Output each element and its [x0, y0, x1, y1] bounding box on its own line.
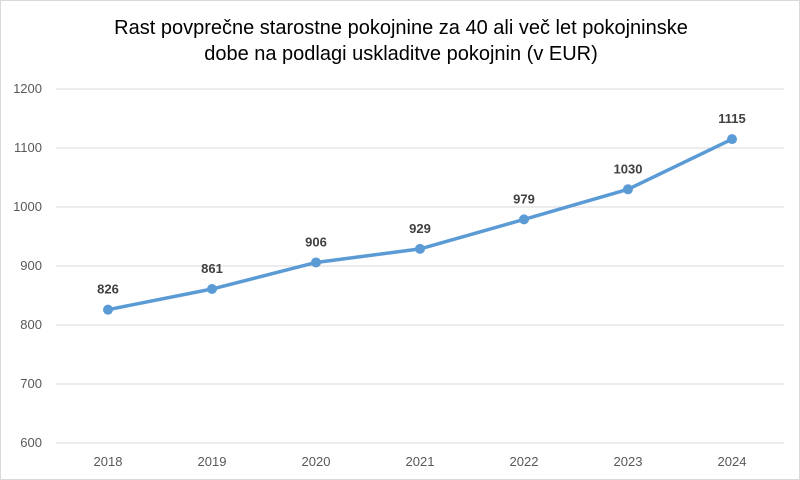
x-tick-label: 2023: [614, 454, 643, 469]
y-tick-label: 900: [20, 258, 42, 273]
y-tick-label: 600: [20, 435, 42, 450]
data-point: [623, 184, 633, 195]
y-tick-label: 700: [20, 376, 42, 391]
data-point: [415, 243, 425, 254]
data-point: [103, 304, 113, 315]
data-label: 826: [97, 282, 119, 297]
x-tick-label: 2021: [406, 454, 435, 469]
x-tick-label: 2022: [510, 454, 539, 469]
x-tick-label: 2019: [198, 454, 227, 469]
chart-title-line-2: dobe na podlagi uskladitve pokojnin (v E…: [204, 43, 598, 65]
chart-title-line-1: Rast povprečne starostne pokojnine za 40…: [114, 17, 688, 39]
data-point: [207, 284, 217, 295]
chart-title: Rast povprečne starostne pokojnine za 40…: [1, 15, 800, 67]
data-label: 861: [201, 261, 223, 276]
data-point: [727, 134, 737, 145]
x-tick-label: 2020: [302, 454, 331, 469]
data-label: 1115: [718, 111, 746, 126]
data-point: [311, 257, 321, 268]
x-tick-label: 2024: [718, 454, 747, 469]
x-tick-label: 2018: [94, 454, 123, 469]
data-label: 979: [513, 191, 535, 206]
data-label: 906: [305, 234, 327, 249]
data-label: 929: [409, 221, 431, 236]
y-tick-label: 1200: [13, 81, 42, 96]
data-label: 1030: [614, 161, 643, 176]
y-tick-label: 800: [20, 317, 42, 332]
y-tick-label: 1100: [14, 140, 42, 155]
data-point: [519, 214, 529, 225]
y-tick-label: 1000: [13, 199, 42, 214]
